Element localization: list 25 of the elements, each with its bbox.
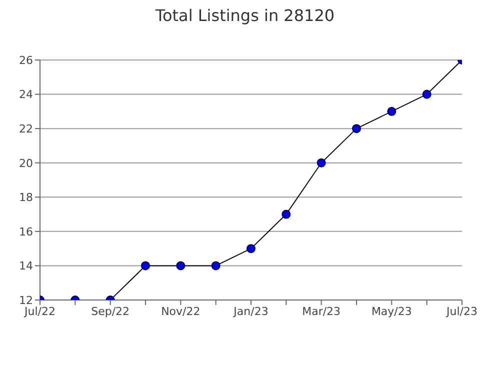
y-tick-label: 20 [19,156,33,170]
x-tick-label: Jul/22 [24,304,56,318]
x-tick-label: May/23 [371,304,412,318]
point [246,244,256,254]
point [422,90,432,99]
y-tick-label: 14 [19,260,33,273]
point [282,210,291,219]
x-tick-label: Jul/23 [446,304,478,318]
y-tick-label: 22 [19,122,33,136]
x-tick-label: Mar/23 [302,304,341,318]
y-tick-label: 18 [19,191,33,204]
point [316,158,326,168]
y-tick-label: 24 [19,88,33,102]
point [352,124,361,134]
x-tick-label: Sep/22 [91,304,130,318]
point [176,261,186,270]
point [141,261,150,270]
x-tick-label: Nov/22 [161,304,200,318]
point [211,261,220,270]
y-tick-label: 16 [19,225,33,238]
x-tick-label: Jan/23 [232,304,268,318]
chart-title: Total Listings in 28120 [154,6,336,25]
y-tick-label: 12 [19,294,33,307]
point [387,106,396,116]
y-tick-label: 26 [19,54,33,67]
